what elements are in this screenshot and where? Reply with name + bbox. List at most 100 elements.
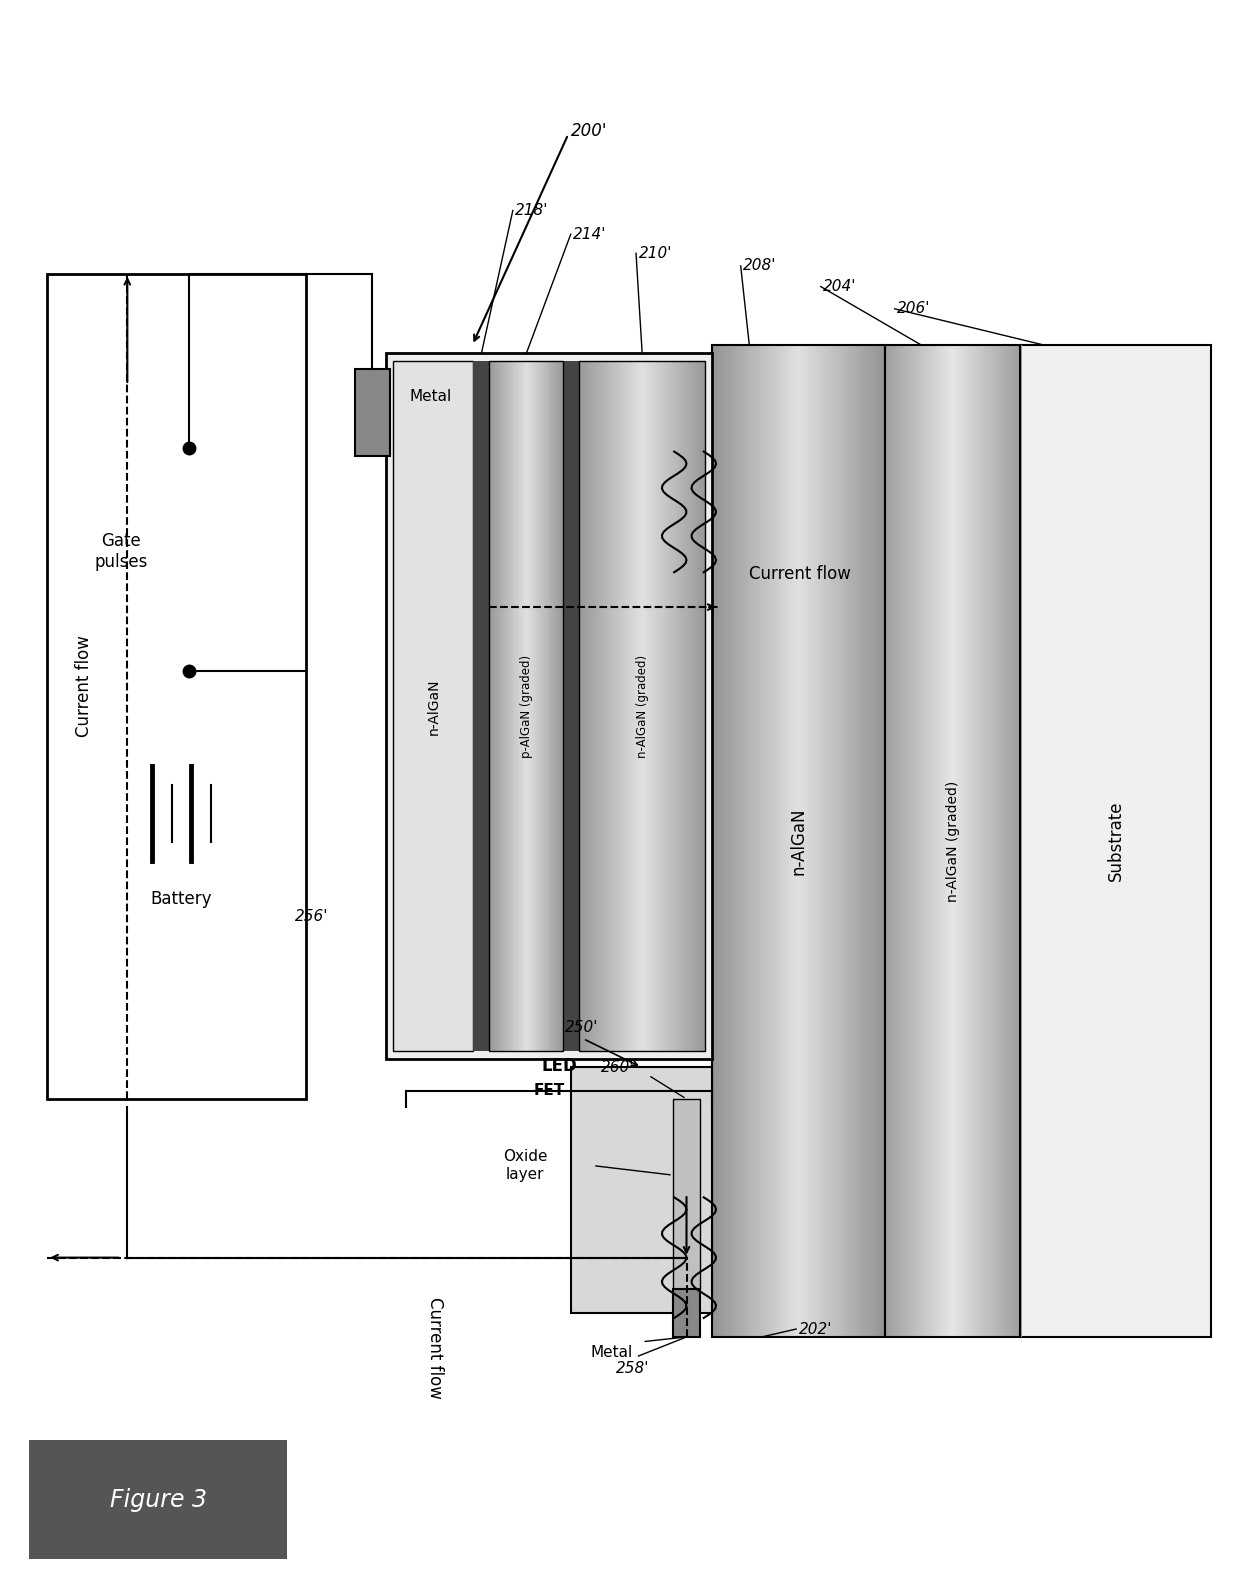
Bar bbox=[951, 345, 954, 1337]
Text: LED: LED bbox=[541, 1057, 577, 1075]
Bar bbox=[590, 360, 593, 1051]
Bar bbox=[667, 360, 670, 1051]
Bar bbox=[546, 360, 548, 1051]
Bar bbox=[804, 345, 806, 1337]
Bar bbox=[620, 360, 622, 1051]
Text: Substrate: Substrate bbox=[1107, 801, 1125, 882]
Bar bbox=[701, 360, 703, 1051]
Bar bbox=[511, 360, 513, 1051]
Bar bbox=[598, 360, 601, 1051]
Bar bbox=[885, 345, 1021, 1337]
Bar bbox=[611, 360, 614, 1051]
Bar bbox=[987, 345, 990, 1337]
Bar bbox=[883, 345, 887, 1337]
Bar bbox=[563, 360, 579, 1051]
Bar bbox=[541, 360, 543, 1051]
Bar bbox=[502, 360, 505, 1051]
Bar bbox=[961, 345, 963, 1337]
Bar bbox=[714, 345, 718, 1337]
Bar bbox=[609, 360, 613, 1051]
Bar bbox=[923, 345, 925, 1337]
Bar bbox=[942, 345, 945, 1337]
Bar bbox=[642, 360, 645, 1051]
Bar bbox=[625, 360, 627, 1051]
Bar bbox=[529, 360, 531, 1051]
Bar bbox=[532, 360, 534, 1051]
Bar bbox=[928, 345, 930, 1337]
Bar bbox=[47, 274, 306, 1099]
Bar bbox=[702, 360, 704, 1051]
Bar bbox=[732, 345, 735, 1337]
Bar bbox=[496, 360, 498, 1051]
Bar bbox=[523, 360, 525, 1051]
Bar bbox=[512, 360, 513, 1051]
Bar bbox=[910, 345, 913, 1337]
Bar bbox=[627, 360, 631, 1051]
Bar bbox=[579, 360, 706, 1051]
Bar bbox=[570, 1067, 712, 1313]
Text: 218': 218' bbox=[516, 203, 549, 219]
Bar bbox=[497, 360, 500, 1051]
Text: 260': 260' bbox=[601, 1061, 635, 1075]
Bar bbox=[505, 360, 506, 1051]
Bar bbox=[863, 345, 867, 1337]
Bar bbox=[680, 360, 683, 1051]
Bar bbox=[852, 345, 856, 1337]
Bar bbox=[515, 360, 517, 1051]
Text: n-AlGaN (graded): n-AlGaN (graded) bbox=[946, 780, 960, 901]
Bar bbox=[528, 360, 531, 1051]
Bar bbox=[600, 360, 603, 1051]
Bar bbox=[651, 360, 655, 1051]
Bar bbox=[529, 360, 532, 1051]
Bar bbox=[1007, 345, 1009, 1337]
Text: Current flow: Current flow bbox=[427, 1297, 444, 1399]
Bar bbox=[919, 345, 921, 1337]
Bar bbox=[837, 345, 841, 1337]
Bar bbox=[491, 360, 494, 1051]
Bar bbox=[905, 345, 908, 1337]
Bar bbox=[650, 360, 652, 1051]
Bar bbox=[766, 345, 770, 1337]
Bar bbox=[516, 360, 518, 1051]
Bar bbox=[960, 345, 962, 1337]
Bar bbox=[619, 360, 621, 1051]
Bar bbox=[677, 360, 680, 1051]
Text: 256': 256' bbox=[295, 909, 329, 924]
Bar bbox=[580, 360, 584, 1051]
Bar bbox=[754, 345, 756, 1337]
Bar bbox=[614, 360, 616, 1051]
Bar bbox=[647, 360, 650, 1051]
Bar bbox=[1016, 345, 1018, 1337]
Bar bbox=[992, 345, 994, 1337]
Bar bbox=[494, 360, 496, 1051]
Text: 208': 208' bbox=[743, 258, 776, 273]
Bar bbox=[508, 360, 511, 1051]
Bar bbox=[975, 345, 977, 1337]
Bar bbox=[877, 345, 879, 1337]
Bar bbox=[559, 360, 562, 1051]
Text: 204': 204' bbox=[823, 279, 857, 293]
Bar bbox=[801, 345, 804, 1337]
Bar bbox=[1012, 345, 1014, 1337]
Bar bbox=[729, 345, 733, 1337]
Bar bbox=[498, 360, 501, 1051]
Bar bbox=[393, 360, 474, 1051]
Bar bbox=[606, 360, 609, 1051]
Text: n-AlGaN: n-AlGaN bbox=[427, 678, 440, 735]
Bar bbox=[1011, 345, 1013, 1337]
Bar bbox=[513, 360, 516, 1051]
Bar bbox=[560, 360, 563, 1051]
Bar bbox=[949, 345, 952, 1337]
Bar bbox=[682, 360, 684, 1051]
Bar bbox=[495, 360, 497, 1051]
Bar bbox=[994, 345, 998, 1337]
Bar bbox=[952, 345, 956, 1337]
Bar bbox=[594, 360, 596, 1051]
Bar bbox=[668, 360, 672, 1051]
Bar bbox=[537, 360, 538, 1051]
Bar bbox=[777, 345, 780, 1337]
Bar bbox=[897, 345, 899, 1337]
Bar bbox=[678, 360, 681, 1051]
Bar bbox=[697, 360, 699, 1051]
Bar bbox=[795, 345, 797, 1337]
